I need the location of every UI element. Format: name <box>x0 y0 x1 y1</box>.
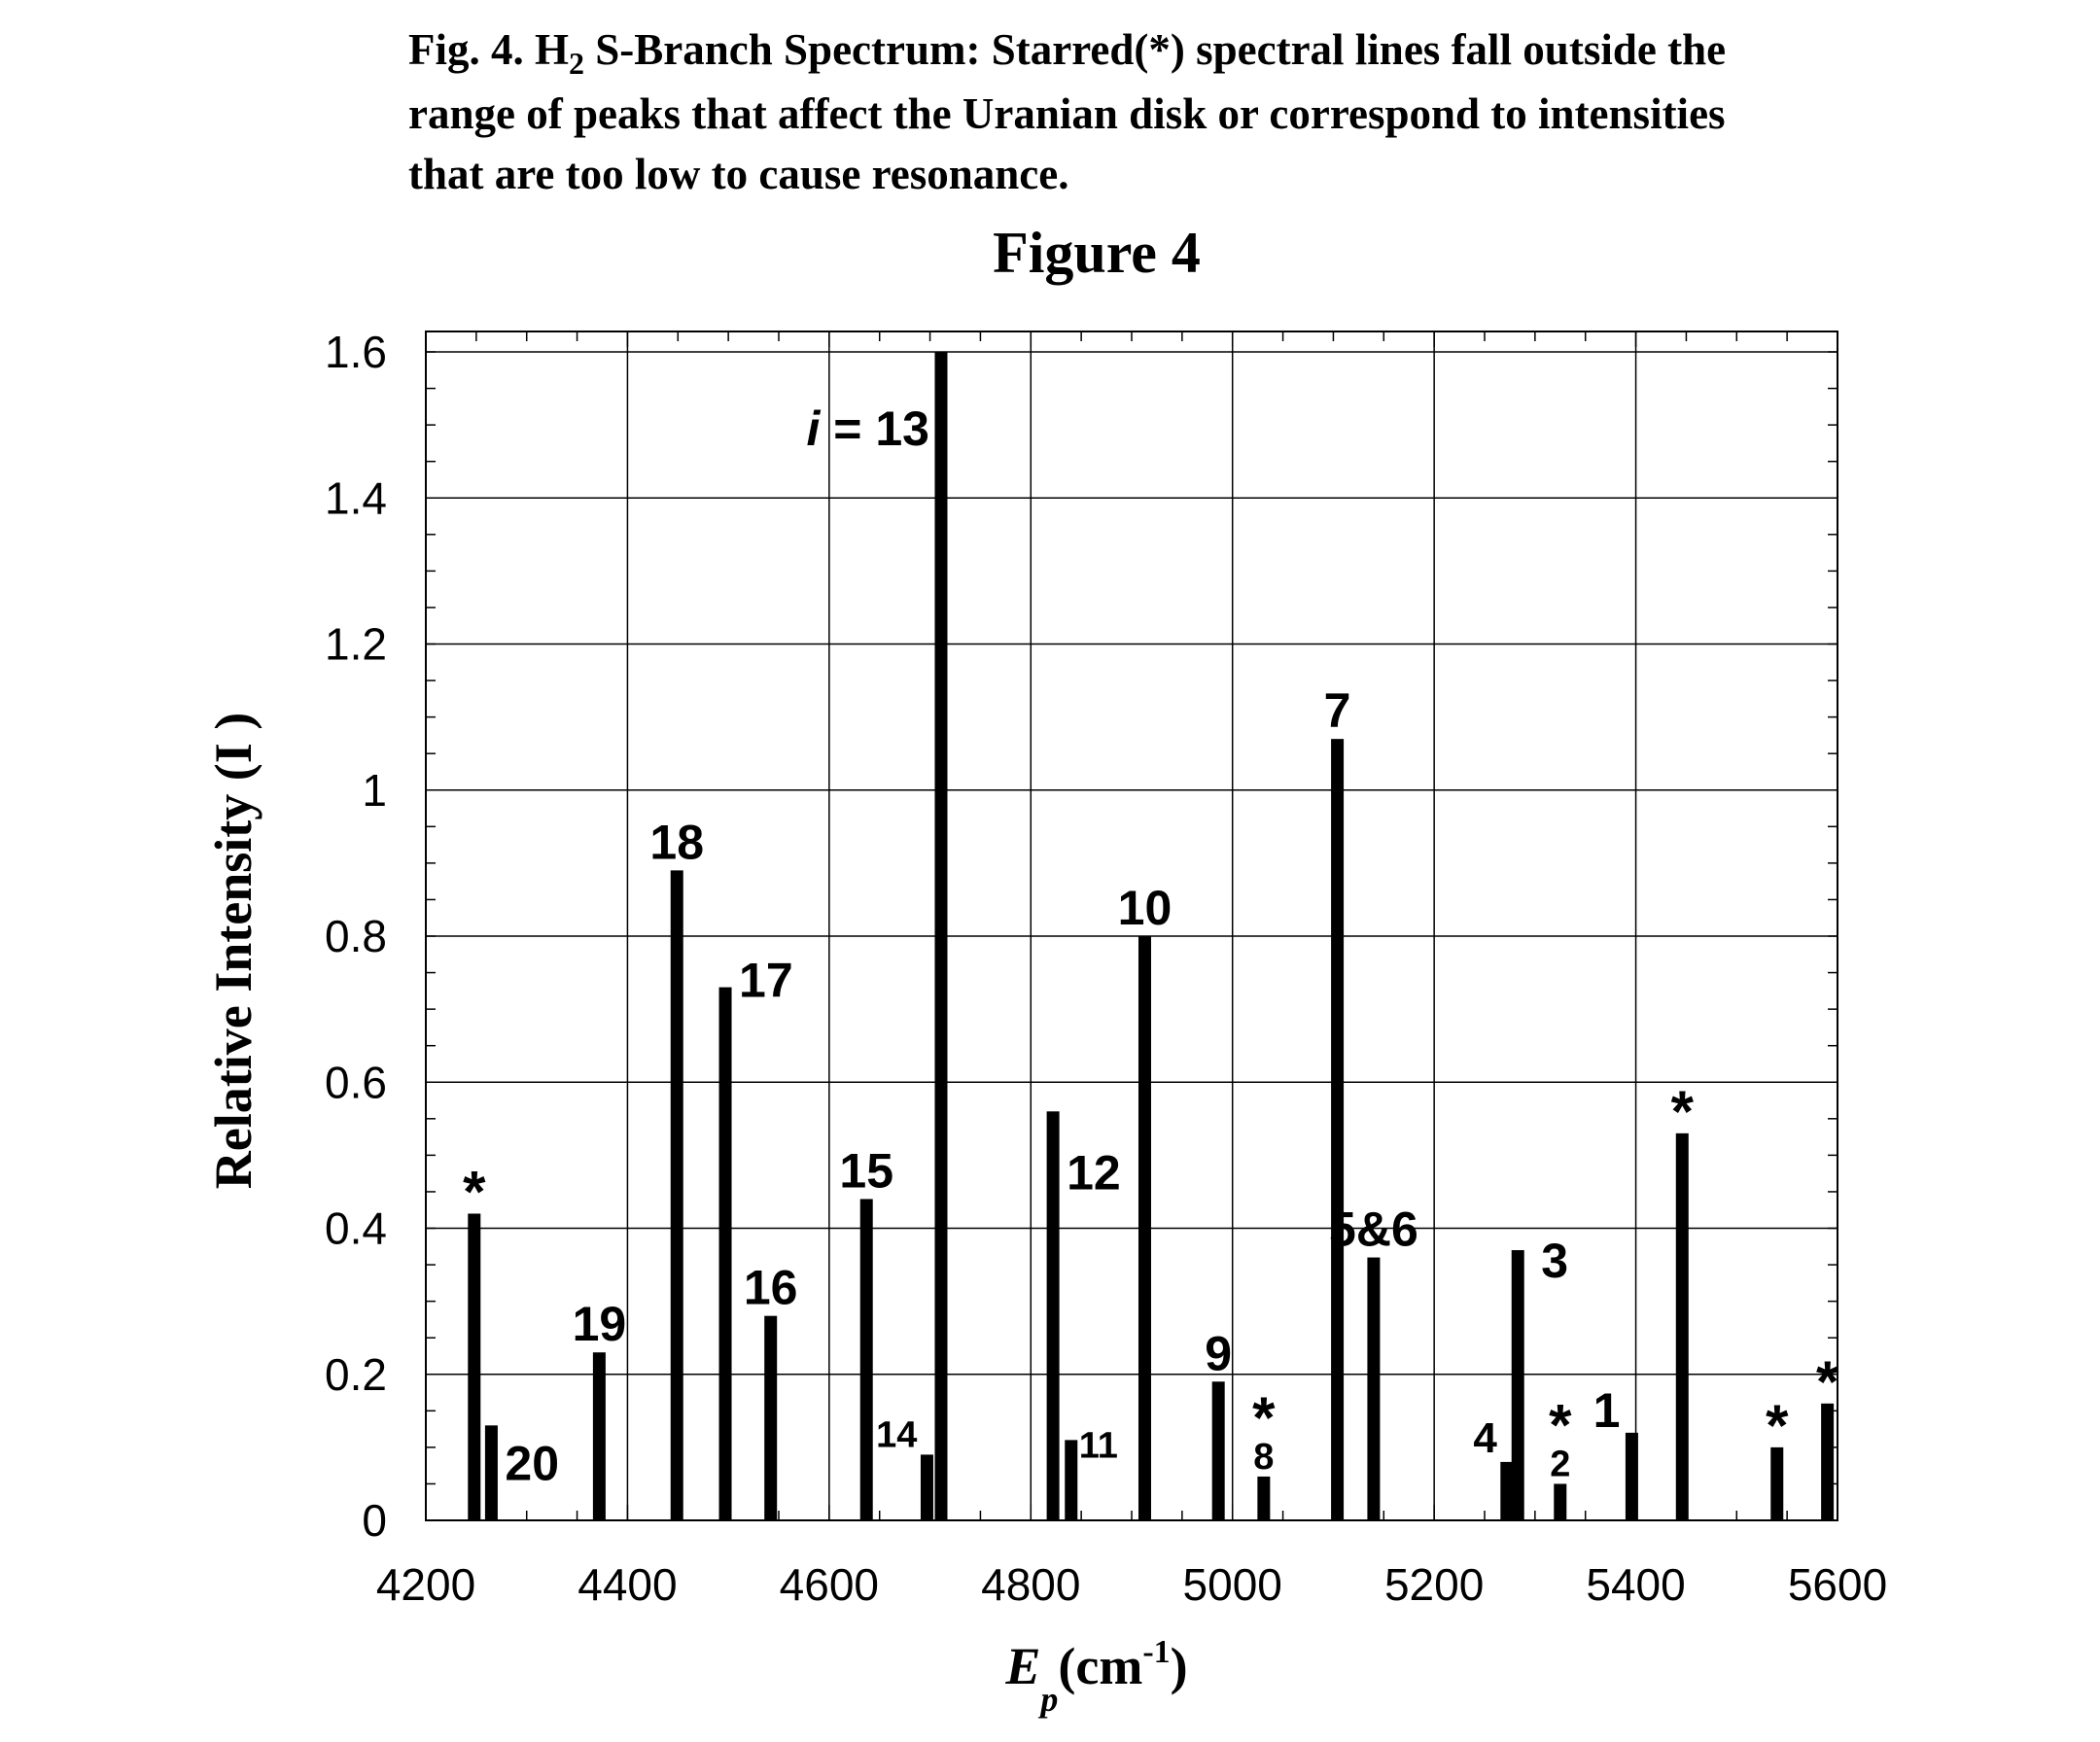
y-tick-label: 1 <box>362 765 387 816</box>
bar <box>1821 1403 1835 1520</box>
bar-label: * <box>1816 1349 1839 1414</box>
figure-caption: Fig. 4. H2 S-Branch Spectrum: Starred(*)… <box>408 19 1867 204</box>
y-tick-label: 0 <box>362 1495 387 1546</box>
caption-subscript: 2 <box>569 46 584 81</box>
bar-label: 15 <box>839 1143 893 1198</box>
bar-layer <box>468 352 1835 1520</box>
bar <box>920 1454 933 1520</box>
bar-label: 17 <box>739 954 793 1008</box>
tick-label-layer: 4200 4400 4600 4800 5000 5200 5400 5600 0 0.2 0.4 0… <box>325 327 1887 1610</box>
y-tick-label: 0.4 <box>325 1203 387 1254</box>
bar-label: 14 <box>876 1414 917 1455</box>
bar <box>1554 1483 1567 1520</box>
bar <box>1625 1432 1638 1520</box>
bar <box>670 870 683 1520</box>
bar-label: * <box>1766 1393 1789 1458</box>
y-axis-title: Relative Intensity (I ) <box>204 713 262 1189</box>
y-tick-label: 0.2 <box>325 1349 387 1400</box>
star-marker: * <box>1549 1392 1572 1457</box>
bar <box>764 1315 778 1520</box>
bar-label: * <box>1671 1079 1695 1144</box>
bar-label: 1 <box>1593 1383 1621 1438</box>
caption-line-3: that are too low to cause resonance. <box>408 150 1069 198</box>
bar-label: 16 <box>744 1261 798 1315</box>
y-tick-label: 1.4 <box>325 472 387 523</box>
x-axis-symbol: E <box>1004 1637 1040 1695</box>
bar-label: 11 <box>1079 1425 1118 1466</box>
x-axis-unit-close: ) <box>1171 1637 1188 1695</box>
minor-ticks <box>425 331 1838 1521</box>
x-axis-unit-superscript: -1 <box>1142 1634 1170 1670</box>
bar-label: 8 <box>1253 1437 1274 1478</box>
bar <box>859 1199 873 1520</box>
bar-label: * <box>463 1159 486 1224</box>
x-axis-unit: (cm <box>1058 1637 1142 1695</box>
x-tick-label: 4200 <box>376 1559 475 1610</box>
bar <box>934 352 948 1520</box>
x-tick-label: 4800 <box>981 1559 1080 1610</box>
caption-prefix: Fig. 4. H <box>408 25 569 74</box>
caption-line-1: Fig. 4. H2 S-Branch Spectrum: Starred(*)… <box>408 19 1867 84</box>
bar <box>484 1425 498 1520</box>
bar <box>1331 739 1345 1520</box>
y-tick-label: 1.2 <box>325 619 387 670</box>
x-tick-label: 5400 <box>1586 1559 1685 1610</box>
x-tick-label: 4400 <box>578 1559 677 1610</box>
bar-label: 18 <box>649 815 704 869</box>
star-marker: * <box>1252 1385 1276 1450</box>
bar <box>1675 1132 1689 1520</box>
bar <box>718 987 732 1520</box>
bar <box>1770 1446 1784 1520</box>
x-tick-label: 5000 <box>1183 1559 1282 1610</box>
bar-label: 12 <box>1067 1145 1121 1200</box>
bar-label: 9 <box>1205 1326 1232 1380</box>
y-tick-label: 1.6 <box>325 327 387 377</box>
x-tick-label: 5600 <box>1788 1559 1887 1610</box>
bar <box>1046 1111 1060 1520</box>
bar <box>1500 1461 1514 1520</box>
caption-rest: S-Branch Spectrum: Starred(*) spectral l… <box>584 25 1727 74</box>
y-tick-label: 0.6 <box>325 1057 387 1107</box>
bar-label: 4 <box>1473 1414 1497 1462</box>
chart-title: Figure 4 <box>993 221 1201 285</box>
bar-label: 19 <box>573 1297 627 1351</box>
x-axis-title: Ep(cm-1) <box>1004 1634 1187 1719</box>
bar-label: 2 <box>1550 1444 1570 1484</box>
bar-label: 20 <box>505 1436 559 1490</box>
bar <box>1257 1476 1271 1520</box>
bar-label: 3 <box>1541 1234 1568 1288</box>
bar <box>1138 936 1151 1520</box>
caption-line-2: range of peaks that affect the Uranian d… <box>408 89 1726 138</box>
plot-frame <box>425 331 1838 1521</box>
x-tick-label: 4600 <box>780 1559 879 1610</box>
bar <box>1511 1250 1524 1520</box>
bar-label: 10 <box>1118 881 1172 935</box>
bar <box>1367 1257 1381 1520</box>
bar <box>592 1352 606 1520</box>
x-axis-subscript: p <box>1037 1680 1058 1719</box>
bar <box>468 1213 481 1520</box>
bar-label: 5&6 <box>1329 1202 1418 1257</box>
bar-label: i = 13 <box>806 401 929 456</box>
y-tick-label: 0.8 <box>325 911 387 961</box>
bar-label: 7 <box>1324 683 1351 738</box>
bar <box>1211 1381 1225 1520</box>
bar <box>1065 1440 1078 1520</box>
x-tick-label: 5200 <box>1384 1559 1484 1610</box>
